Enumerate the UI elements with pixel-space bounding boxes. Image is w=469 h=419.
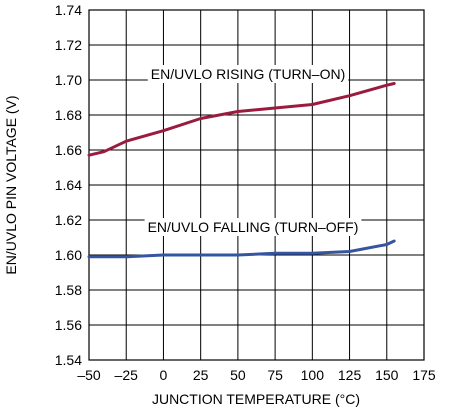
series-label-background <box>147 65 349 83</box>
x-tick-label: 0 <box>160 367 168 383</box>
y-tick-label: 1.54 <box>55 352 82 368</box>
y-tick-label: 1.58 <box>55 282 82 298</box>
y-tick-label: 1.72 <box>55 37 82 53</box>
x-tick-label: 75 <box>267 367 283 383</box>
x-tick-label: –25 <box>115 367 139 383</box>
y-tick-label: 1.64 <box>55 177 82 193</box>
series-label-2: EN/UVLO FALLING (TURN–OFF) <box>148 219 359 235</box>
y-tick-label: 1.68 <box>55 107 82 123</box>
y-tick-label: 1.74 <box>55 2 82 18</box>
plot-frame <box>88 9 425 361</box>
y-tick-labels: 1.54 1.56 1.58 1.60 1.62 1.64 1.66 1.68 1.70 1.72… <box>55 2 82 368</box>
grid <box>88 9 425 361</box>
x-tick-label: 125 <box>338 367 362 383</box>
x-axis-label: JUNCTION TEMPERATURE (°C) <box>152 391 360 407</box>
x-tick-labels: –50 –25 0 25 50 75 100 125 150 175 <box>77 367 436 383</box>
y-tick-label: 1.62 <box>55 212 82 228</box>
annotations: EN/UVLO RISING (TURN–ON) EN/UVLO FALLING … <box>144 65 362 236</box>
y-tick-label: 1.60 <box>55 247 82 263</box>
x-tick-label: 25 <box>193 367 209 383</box>
series-label-background <box>144 218 362 236</box>
x-tick-label: –50 <box>77 367 101 383</box>
x-tick-label: 175 <box>412 367 436 383</box>
x-tick-label: 150 <box>375 367 399 383</box>
series-layer <box>87 82 396 259</box>
x-tick-label: 50 <box>230 367 246 383</box>
y-tick-label: 1.56 <box>55 317 82 333</box>
y-tick-label: 1.66 <box>55 142 82 158</box>
series-label-1: EN/UVLO RISING (TURN–ON) <box>151 66 345 82</box>
y-axis-label: EN/UVLO PIN VOLTAGE (V) <box>3 95 19 274</box>
series-line-1 <box>87 82 396 157</box>
x-tick-label: 100 <box>301 367 325 383</box>
y-tick-label: 1.70 <box>55 72 82 88</box>
series-line-2 <box>87 239 396 259</box>
